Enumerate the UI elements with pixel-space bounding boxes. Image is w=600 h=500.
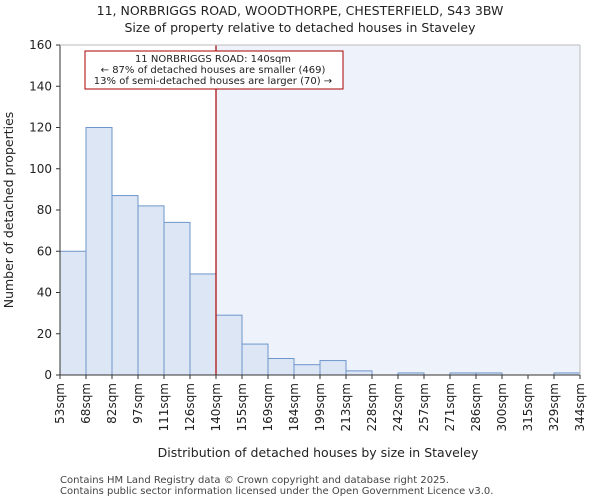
x-ticks: 53sqm 68sqm 82sqm 97sqm 111sqm 126sqm 140sqm 15…	[53, 375, 587, 431]
x-tick-label: 300sqm	[495, 383, 509, 431]
y-tick-label: 60	[37, 244, 52, 258]
x-tick-label: 155sqm	[235, 383, 249, 431]
annotation-box: 11 NORBRIGGS ROAD: 140sqm ← 87% of detac…	[84, 50, 344, 90]
x-tick-label: 140sqm	[209, 383, 223, 431]
annotation-line-1: 11 NORBRIGGS ROAD: 140sqm	[135, 54, 291, 65]
bar-53sqm	[59, 250, 87, 376]
x-tick-label: 344sqm	[573, 383, 587, 431]
y-tick-label: 140	[29, 79, 52, 93]
x-tick-label: 82sqm	[105, 383, 119, 424]
bar-213sqm	[345, 370, 373, 376]
x-tick-label: 213sqm	[339, 383, 353, 431]
bar-184sqm	[293, 364, 321, 376]
x-tick-label: 97sqm	[131, 383, 145, 424]
footer-line-1: Contains HM Land Registry data © Crown c…	[60, 475, 449, 486]
y-tick-label: 20	[37, 327, 52, 341]
bar-199sqm	[319, 360, 347, 376]
y-tick-label: 100	[29, 162, 52, 176]
x-axis-label: Distribution of detached houses by size …	[158, 445, 479, 460]
bar-97sqm	[137, 205, 165, 376]
bars	[59, 127, 581, 376]
bar-155sqm	[241, 343, 269, 376]
x-tick-label: 184sqm	[287, 383, 301, 431]
x-tick-label: 111sqm	[157, 383, 171, 431]
bar-126sqm	[189, 273, 217, 376]
annotation-line-3: 13% of semi-detached houses are larger (…	[94, 76, 332, 87]
x-tick-label: 242sqm	[391, 383, 405, 431]
y-tick-label: 0	[44, 368, 52, 382]
x-tick-label: 228sqm	[365, 383, 379, 431]
chart-subtitle: Size of property relative to detached ho…	[124, 20, 476, 35]
annotation-line-2: ← 87% of detached houses are smaller (46…	[101, 65, 326, 76]
y-axis-label: Number of detached properties	[1, 112, 16, 309]
annotation-border	[84, 50, 344, 90]
x-tick-label: 286sqm	[469, 383, 483, 431]
y-tick-label: 160	[29, 38, 52, 52]
x-tick-label: 257sqm	[417, 383, 431, 431]
x-tick-label: 199sqm	[313, 383, 327, 431]
x-tick-label: 53sqm	[53, 383, 67, 424]
bar-111sqm	[163, 221, 191, 376]
bar-169sqm	[267, 358, 295, 376]
x-tick-label: 315sqm	[521, 383, 535, 431]
x-tick-label: 271sqm	[443, 383, 457, 431]
y-ticks: 0 20 40 60 80 100 120 140 160	[29, 38, 60, 382]
x-tick-label: 169sqm	[261, 383, 275, 431]
chart-title: 11, NORBRIGGS ROAD, WOODTHORPE, CHESTERF…	[97, 3, 504, 18]
bar-82sqm	[111, 195, 139, 376]
bar-68sqm	[85, 127, 113, 376]
footer-line-2: Contains public sector information licen…	[60, 486, 493, 497]
x-tick-label: 329sqm	[547, 383, 561, 431]
bar-140sqm	[215, 314, 243, 376]
highlight-region	[216, 45, 580, 375]
x-tick-label: 68sqm	[79, 383, 93, 424]
y-tick-label: 80	[37, 203, 52, 217]
y-tick-label: 40	[37, 286, 52, 300]
x-tick-label: 126sqm	[183, 383, 197, 431]
y-tick-label: 120	[29, 121, 52, 135]
